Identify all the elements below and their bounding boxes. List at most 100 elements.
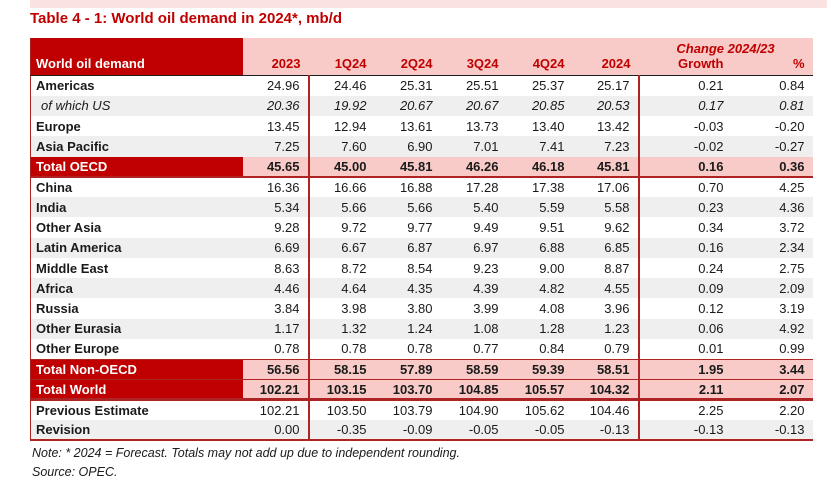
cell-pct: 0.36 (731, 156, 813, 178)
table-title: Table 4 - 1: World oil demand in 2024*, … (30, 10, 343, 27)
cell-2024: 8.87 (572, 257, 640, 279)
cell-1q24: 19.92 (308, 95, 375, 117)
cell-4q24: 4.08 (506, 298, 573, 319)
cell-growth: -0.13 (638, 420, 732, 442)
table-body: Americas 24.96 24.46 25.31 25.51 25.37 25.17 0.… (30, 75, 813, 442)
row-label: Africa (30, 278, 243, 299)
cell-4q24: 17.38 (506, 176, 573, 198)
cell-growth: 0.06 (638, 318, 732, 339)
cell-growth: -0.02 (638, 136, 732, 157)
table-header: World oil demand Change 2024/23 2023 1Q2… (30, 38, 813, 76)
row-label: Americas (30, 75, 243, 96)
cell-1q24: 103.50 (308, 399, 375, 421)
cell-2023: 0.00 (242, 420, 310, 442)
cell-2024: 20.53 (572, 95, 640, 117)
cell-pct: 0.99 (731, 338, 813, 360)
row-label: China (30, 176, 243, 198)
row-label: Asia Pacific (30, 136, 243, 157)
table-row: Europe 13.45 12.94 13.61 13.73 13.40 13.42 -0.0… (30, 116, 813, 137)
cell-pct: -0.20 (731, 116, 813, 137)
cell-pct: 0.81 (731, 95, 813, 117)
cell-2q24: 5.66 (374, 197, 441, 218)
cell-3q24: 9.49 (440, 217, 507, 238)
table-row: Total Non-OECD 56.56 58.15 57.89 58.59 59.39 5… (30, 358, 813, 380)
header-spacer (242, 38, 639, 56)
table-row: India 5.34 5.66 5.66 5.40 5.59 5.58 0.23 4.36 (30, 197, 813, 218)
cell-growth: 0.09 (638, 278, 732, 299)
cell-pct: 3.44 (731, 358, 813, 380)
row-label: Previous Estimate (30, 399, 243, 421)
cell-pct: 4.36 (731, 197, 813, 218)
cell-2023: 8.63 (242, 257, 310, 279)
cell-1q24: -0.35 (308, 420, 375, 442)
cell-4q24: 13.40 (506, 116, 573, 137)
row-label: of which US (30, 95, 243, 117)
row-header-label: World oil demand (30, 38, 243, 76)
cell-2q24: 57.89 (374, 358, 441, 380)
table-row: Other Eurasia 1.17 1.32 1.24 1.08 1.28 1.23 0.0… (30, 318, 813, 339)
cell-pct: 2.75 (731, 257, 813, 279)
cell-2q24: -0.09 (374, 420, 441, 442)
cell-2024: 9.62 (572, 217, 640, 238)
cell-2023: 5.34 (242, 197, 310, 218)
cell-4q24: 1.28 (506, 318, 573, 339)
cell-4q24: 46.18 (506, 156, 573, 178)
cell-2q24: 4.35 (374, 278, 441, 299)
cell-2q24: 20.67 (374, 95, 441, 117)
row-label: Latin America (30, 237, 243, 258)
cell-2023: 7.25 (242, 136, 310, 157)
table-row: Revision 0.00 -0.35 -0.09 -0.05 -0.05 -0.13 -0.… (30, 420, 813, 442)
cell-2023: 4.46 (242, 278, 310, 299)
cell-4q24: 0.84 (506, 338, 573, 360)
cell-4q24: 4.82 (506, 278, 573, 299)
previous-table-edge-strip (30, 0, 827, 8)
cell-growth: 0.21 (638, 75, 732, 96)
cell-1q24: 8.72 (308, 257, 375, 279)
cell-2q24: 6.87 (374, 237, 441, 258)
cell-pct: 3.72 (731, 217, 813, 238)
cell-2q24: 3.80 (374, 298, 441, 319)
cell-4q24: 9.51 (506, 217, 573, 238)
row-label: Total World (30, 378, 243, 402)
cell-2q24: 103.79 (374, 399, 441, 421)
cell-3q24: 6.97 (440, 237, 507, 258)
cell-pct: 3.19 (731, 298, 813, 319)
table-row: Total World 102.21 103.15 103.70 104.85 105.5… (30, 378, 813, 402)
cell-2q24: 25.31 (374, 75, 441, 96)
cell-1q24: 12.94 (308, 116, 375, 137)
table-row: Russia 3.84 3.98 3.80 3.99 4.08 3.96 0.12 3.19 (30, 298, 813, 319)
cell-2023: 16.36 (242, 176, 310, 198)
cell-pct: 2.07 (731, 378, 813, 402)
table-row: Previous Estimate 102.21 103.50 103.79 104.9… (30, 399, 813, 421)
table-row: Total OECD 45.65 45.00 45.81 46.26 46.18 45.81… (30, 156, 813, 178)
cell-2q24: 16.88 (374, 176, 441, 198)
cell-1q24: 24.46 (308, 75, 375, 96)
cell-2024: 58.51 (572, 358, 640, 380)
col-header-4q24: 4Q24 (506, 56, 573, 76)
cell-growth: 2.25 (638, 399, 732, 421)
cell-2024: -0.13 (572, 420, 640, 442)
cell-2024: 45.81 (572, 156, 640, 178)
cell-3q24: 5.40 (440, 197, 507, 218)
cell-2023: 6.69 (242, 237, 310, 258)
cell-2023: 102.21 (242, 378, 310, 402)
cell-3q24: 7.01 (440, 136, 507, 157)
col-header-2024: 2024 (572, 56, 639, 76)
row-label: Europe (30, 116, 243, 137)
cell-1q24: 0.78 (308, 338, 375, 360)
cell-pct: 2.34 (731, 237, 813, 258)
row-label: Other Asia (30, 217, 243, 238)
row-label: Other Eurasia (30, 318, 243, 339)
row-label: Russia (30, 298, 243, 319)
cell-growth: 0.01 (638, 338, 732, 360)
table-row: Americas 24.96 24.46 25.31 25.51 25.37 25.17 0.… (30, 75, 813, 96)
cell-3q24: 25.51 (440, 75, 507, 96)
cell-2024: 0.79 (572, 338, 640, 360)
cell-3q24: 1.08 (440, 318, 507, 339)
cell-2q24: 1.24 (374, 318, 441, 339)
cell-2023: 3.84 (242, 298, 310, 319)
source-line: Source: OPEC. (32, 465, 118, 479)
cell-1q24: 9.72 (308, 217, 375, 238)
table-row: Other Europe 0.78 0.78 0.78 0.77 0.84 0.79 0.01… (30, 338, 813, 360)
cell-4q24: 59.39 (506, 358, 573, 380)
